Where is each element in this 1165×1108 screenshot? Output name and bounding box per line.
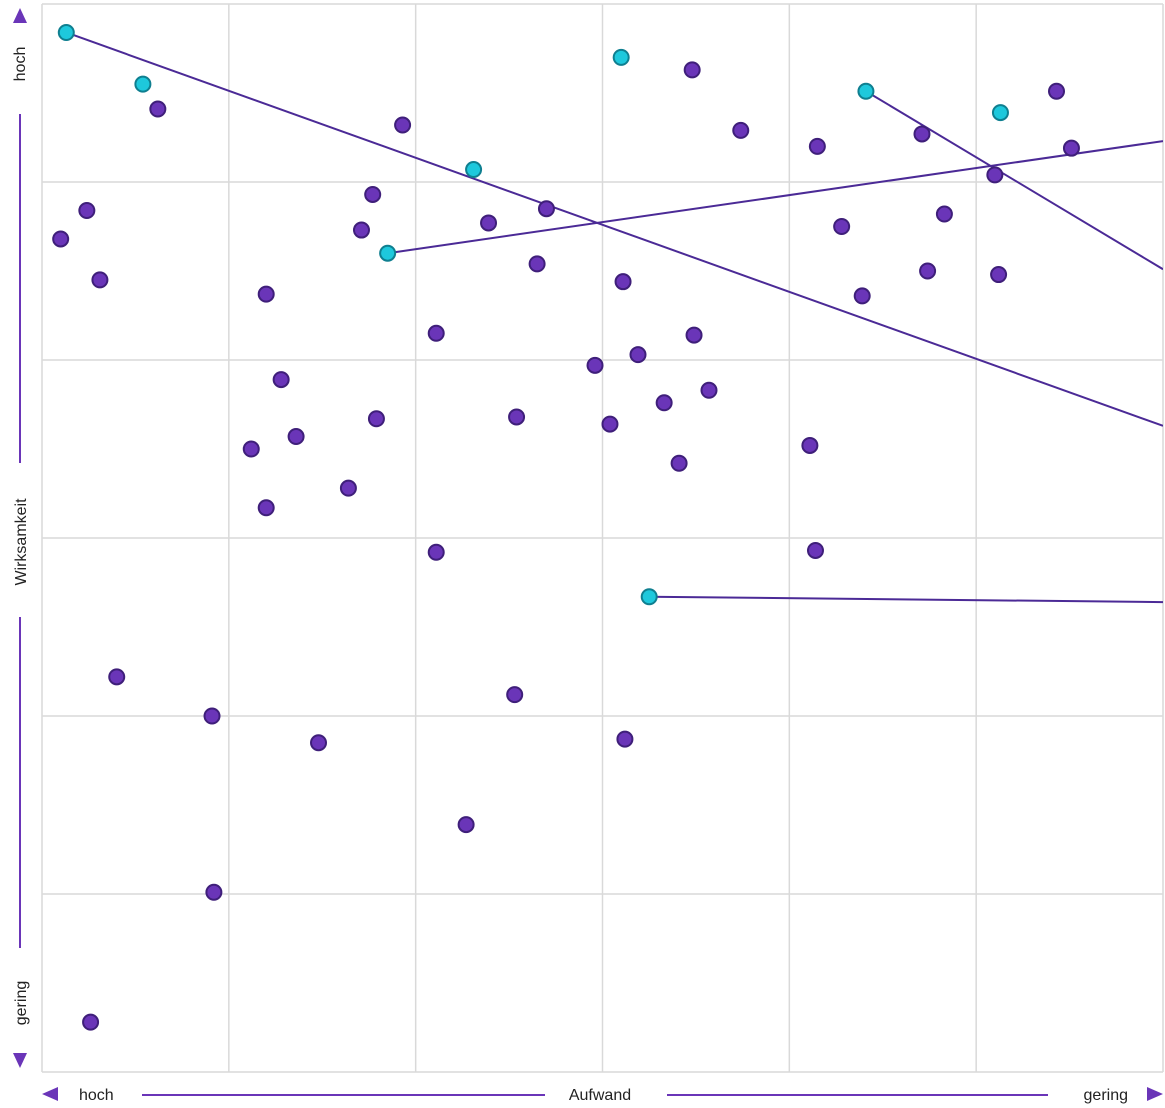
data-point xyxy=(427,324,445,342)
data-point xyxy=(82,1013,100,1031)
data-point xyxy=(616,730,634,748)
data-point xyxy=(205,883,223,901)
data-point xyxy=(732,121,750,139)
data-point xyxy=(853,287,871,305)
data-point xyxy=(919,262,937,280)
data-point xyxy=(935,205,953,223)
data-point xyxy=(986,166,1004,184)
data-point xyxy=(629,346,647,364)
x-axis-title: Aufwand xyxy=(569,1087,631,1104)
x-axis-right-label: gering xyxy=(1084,1087,1128,1104)
data-point xyxy=(242,440,260,458)
x-axis-left-arrow-icon xyxy=(42,1087,58,1101)
data-point-highlighted xyxy=(379,244,397,262)
data-point xyxy=(149,100,167,118)
data-point xyxy=(528,255,546,273)
data-point xyxy=(1048,82,1066,100)
data-point xyxy=(586,356,604,374)
data-point xyxy=(272,371,290,389)
trend-line xyxy=(65,31,1163,427)
data-point xyxy=(990,266,1008,284)
data-point xyxy=(367,410,385,428)
x-axis-left-label: hoch xyxy=(79,1087,114,1104)
x-axis-right-arrow-icon xyxy=(1147,1087,1163,1101)
y-axis-bottom-label: gering xyxy=(13,981,30,1025)
data-point xyxy=(833,218,851,235)
data-point xyxy=(655,394,673,412)
data-points xyxy=(52,23,1080,1031)
data-point-highlighted xyxy=(991,104,1009,122)
data-point xyxy=(601,415,619,433)
y-axis-up-arrow-icon xyxy=(13,8,27,23)
trend-lines xyxy=(65,31,1163,604)
y-axis-down-arrow-icon xyxy=(13,1053,27,1068)
data-point xyxy=(700,381,718,399)
data-point xyxy=(287,428,305,446)
data-point xyxy=(670,454,688,472)
trend-line xyxy=(387,140,1163,255)
data-point xyxy=(683,61,701,79)
data-point xyxy=(91,271,109,289)
data-point xyxy=(685,326,703,344)
grid xyxy=(41,3,1164,1073)
data-point xyxy=(427,543,445,561)
data-point xyxy=(352,221,370,239)
data-point xyxy=(364,185,382,203)
data-point xyxy=(457,816,475,834)
data-point-highlighted xyxy=(857,82,875,100)
y-axis-top-label: hoch xyxy=(12,47,29,82)
data-point-highlighted xyxy=(134,75,152,93)
data-point xyxy=(506,686,524,704)
data-point xyxy=(257,285,275,303)
data-point xyxy=(480,214,498,232)
data-point xyxy=(801,436,819,454)
data-point xyxy=(203,707,221,725)
data-point xyxy=(108,668,126,686)
data-point xyxy=(310,734,328,752)
data-point-highlighted xyxy=(465,161,483,179)
y-axis-title: Wirksamkeit xyxy=(13,498,30,586)
data-point xyxy=(78,201,96,219)
data-point xyxy=(257,499,275,517)
x-axis: hoch Aufwand gering xyxy=(42,1087,1163,1104)
data-point xyxy=(394,116,412,134)
y-axis: hoch Wirksamkeit gering xyxy=(12,8,30,1068)
data-point xyxy=(339,479,357,497)
data-point-highlighted xyxy=(640,588,658,606)
data-point xyxy=(614,273,632,291)
data-point xyxy=(808,137,826,155)
trend-line xyxy=(865,90,1163,271)
data-point-highlighted xyxy=(612,48,630,66)
data-point xyxy=(913,125,931,143)
data-point xyxy=(806,541,824,559)
trend-line xyxy=(649,595,1163,604)
data-point-highlighted xyxy=(57,23,75,41)
data-point xyxy=(52,230,70,248)
data-point xyxy=(508,408,526,426)
data-point xyxy=(1062,139,1080,157)
data-point xyxy=(537,200,555,218)
